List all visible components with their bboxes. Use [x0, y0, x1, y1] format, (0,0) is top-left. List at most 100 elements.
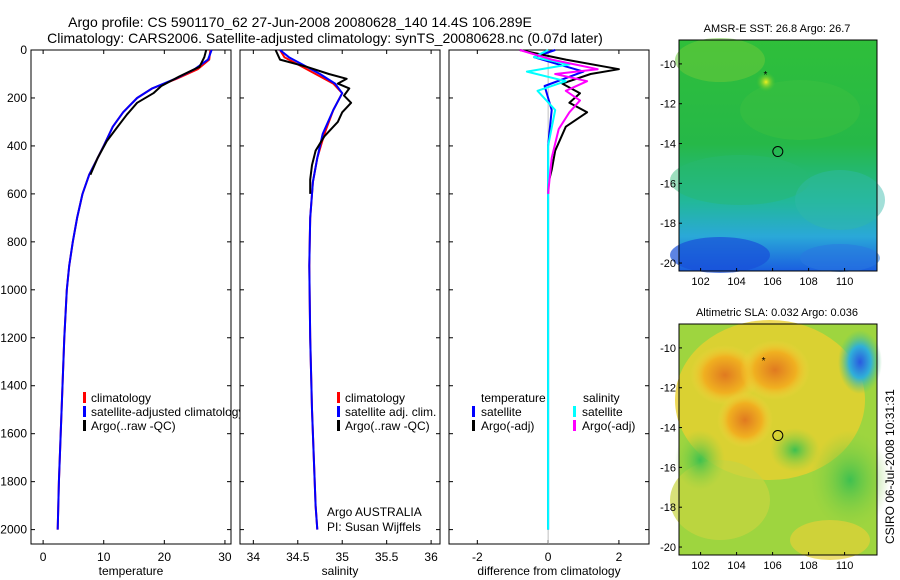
map-y-tick-label: -14 [660, 139, 676, 151]
y-tick-label: 1400 [0, 379, 27, 393]
map-y-tick-label: -10 [660, 59, 676, 71]
legend-swatch-temperature-argo [472, 420, 475, 431]
salinity-xlabel: salinity [322, 564, 359, 578]
temperature-panel: 0 10 20 30 0 200 400 600 800 1000 1200 1400 1600 1800… [0, 43, 244, 578]
sst-map-image [670, 38, 885, 273]
x-tick-label: 35.5 [375, 550, 399, 564]
legend-label-climatology: climatology [91, 391, 151, 405]
map-y-tick-label: -16 [660, 462, 676, 474]
legend-swatch-salinity-satellite [573, 406, 576, 417]
salinity-note-line1: Argo AUSTRALIA [327, 505, 422, 519]
temperature-axes-box [30, 49, 232, 545]
map-x-tick-label: 106 [763, 276, 781, 288]
map-x-tick-label: 102 [691, 276, 709, 288]
series-line-salinity-argo-adj [519, 49, 599, 194]
y-tick-label: 600 [7, 187, 27, 201]
legend-swatch-climatology [337, 392, 340, 403]
x-tick-label: 36 [424, 550, 438, 564]
legend-label-climatology: climatology [345, 391, 405, 405]
series-line-argo-raw-qc [274, 49, 353, 194]
map-y-tick-label: -14 [660, 423, 676, 435]
salinity-legend: climatology satellite adj. clim. Argo(..… [337, 391, 436, 433]
legend-header-salinity: salinity [583, 391, 620, 405]
difference-panel: -2 0 2 difference from climatology tempera… [448, 49, 650, 578]
sst-map-frame [678, 39, 878, 272]
y-tick-label: 400 [7, 139, 27, 153]
map-y-tick-label: -12 [660, 383, 676, 395]
legend-label-satellite: satellite adj. clim. [345, 405, 436, 419]
y-tick-label: 2000 [0, 523, 27, 537]
sla-map-panel: Altimetric SLA: 0.032 Argo: 0.036 102 104… [660, 307, 890, 572]
y-tick-label: 800 [7, 235, 27, 249]
series-line-salinity-satellite [525, 49, 571, 530]
map-y-tick-label: -12 [660, 99, 676, 111]
figure-title-line2: Climatology: CARS2006. Satellite-adjuste… [47, 30, 603, 46]
x-tick-label: 0 [40, 550, 47, 564]
legend-label-salinity-argo: Argo(-adj) [582, 419, 635, 433]
map-star-marker: * [762, 356, 766, 367]
salinity-axes-box [239, 49, 441, 545]
map-x-tick-label: 108 [799, 276, 817, 288]
salinity-note-line2: PI: Susan Wijffels [327, 520, 421, 534]
map-y-tick-label: -10 [660, 343, 676, 355]
legend-label-argo: Argo(..raw -QC) [91, 419, 176, 433]
temperature-legend: climatology satellite-adjusted climatolo… [83, 391, 244, 433]
x-tick-label: 34.5 [286, 550, 310, 564]
series-line-argo-raw-qc [89, 49, 208, 176]
salinity-panel: 34 34.5 35 35.5 36 salinity climatology sate… [239, 49, 441, 578]
series-line-temperature-argo-adj [519, 49, 620, 194]
map-x-tick-label: 102 [691, 560, 709, 572]
legend-header-temperature: temperature [481, 391, 546, 405]
map-y-tick-label: -18 [660, 218, 676, 230]
sla-map-title: Altimetric SLA: 0.032 Argo: 0.036 [696, 307, 858, 319]
legend-label-salinity-satellite: satellite [582, 405, 623, 419]
legend-swatch-satellite [337, 406, 340, 417]
x-tick-label: -2 [472, 550, 483, 564]
y-tick-label: 1200 [0, 331, 27, 345]
map-y-tick-label: -20 [660, 542, 676, 554]
map-y-tick-label: -18 [660, 502, 676, 514]
difference-xlabel: difference from climatology [477, 564, 620, 578]
legend-label-temperature-argo: Argo(-adj) [481, 419, 534, 433]
x-tick-label: 10 [97, 550, 111, 564]
temperature-xlabel: temperature [99, 564, 164, 578]
x-tick-label: 20 [158, 550, 172, 564]
sla-map-frame [678, 323, 878, 556]
legend-label-temperature-satellite: satellite [481, 405, 522, 419]
map-x-tick-label: 106 [763, 560, 781, 572]
x-tick-label: 0 [545, 550, 552, 564]
legend-swatch-climatology [83, 392, 86, 403]
x-tick-label: 35 [336, 550, 350, 564]
map-y-tick-label: -16 [660, 178, 676, 190]
sst-map-title: AMSR-E SST: 26.8 Argo: 26.7 [704, 23, 851, 35]
float-position-circle [772, 146, 784, 158]
float-position-circle [772, 430, 784, 442]
legend-swatch-salinity-argo [573, 420, 576, 431]
legend-swatch-argo [83, 420, 86, 431]
legend-swatch-argo [337, 420, 340, 431]
map-y-tick-label: -20 [660, 258, 676, 270]
y-tick-label: 1000 [0, 283, 27, 297]
y-tick-label: 1800 [0, 475, 27, 489]
map-x-tick-label: 108 [799, 560, 817, 572]
difference-legend: temperature satellite Argo(-adj) salinit… [472, 391, 635, 433]
side-timestamp: CSIRO 06-Jul-2008 10:31:31 [883, 389, 897, 544]
legend-swatch-satellite [83, 406, 86, 417]
map-x-tick-label: 104 [727, 560, 745, 572]
y-tick-label: 200 [7, 91, 27, 105]
y-tick-label: 0 [20, 43, 27, 57]
x-tick-label: 30 [218, 550, 232, 564]
x-tick-label: 34 [247, 550, 261, 564]
map-x-tick-label: 104 [727, 276, 745, 288]
legend-label-satellite: satellite-adjusted climatology [91, 405, 244, 419]
figure-title-line1: Argo profile: CS 5901170_62 27-Jun-2008 … [68, 14, 532, 30]
series-line-satellite-adj-clim [279, 49, 344, 530]
map-x-tick-label: 110 [836, 560, 854, 572]
sst-map-panel: AMSR-E SST: 26.8 Argo: 26.7 102 104 106 108… [660, 23, 885, 288]
y-tick-label: 1600 [0, 427, 27, 441]
legend-swatch-temperature-satellite [472, 406, 475, 417]
legend-label-argo: Argo(..raw -QC) [345, 419, 430, 433]
map-star-marker: * [763, 70, 767, 81]
map-x-tick-label: 110 [836, 276, 854, 288]
